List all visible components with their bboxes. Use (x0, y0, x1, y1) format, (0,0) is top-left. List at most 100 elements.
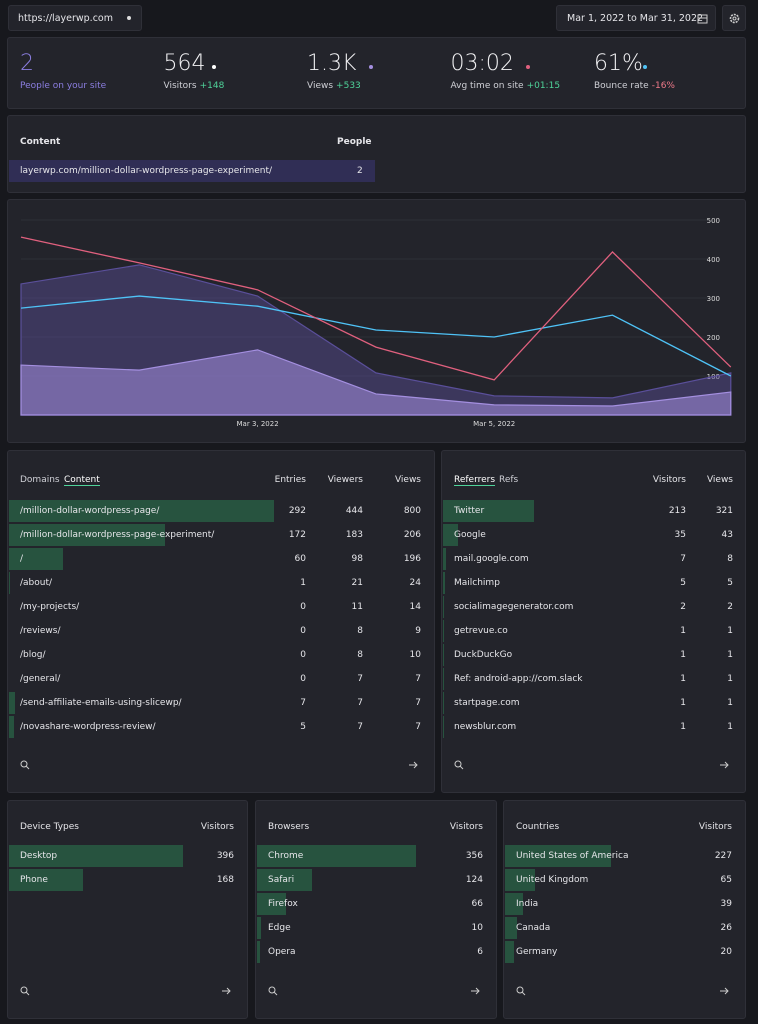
live-row[interactable]: layerwp.com/million-dollar-wordpress-pag… (9, 160, 375, 182)
cell: 9 (415, 626, 421, 636)
cell: 7 (415, 722, 421, 732)
search-icon[interactable] (516, 986, 526, 996)
search-glyph (521, 991, 526, 996)
page-url: layerwp.com/million-dollar-wordpress-pag… (20, 166, 273, 176)
row-label[interactable]: getrevue.co (454, 626, 508, 636)
next-arrow[interactable] (719, 760, 729, 770)
row-label[interactable]: Opera (268, 947, 296, 957)
row-label[interactable]: /about/ (20, 578, 53, 588)
tab[interactable]: Content (64, 475, 100, 486)
next-arrow[interactable] (408, 760, 418, 770)
column-header: Visitors (200, 822, 234, 832)
x-tick-label: Mar 5, 2022 (473, 420, 515, 428)
stat-dot (212, 65, 216, 69)
x-tick-label: Mar 3, 2022 (237, 420, 279, 428)
row-label[interactable]: /my-projects/ (20, 602, 80, 612)
stat-label: Visitors (163, 81, 197, 91)
row-label[interactable]: /blog/ (20, 650, 46, 660)
arrow-glyph (222, 987, 231, 995)
url-select[interactable]: https://layerwp.com (8, 5, 142, 31)
row-label[interactable]: Chrome (268, 851, 304, 861)
bar (443, 596, 444, 618)
header: Content (20, 137, 61, 147)
cell: 213 (668, 506, 686, 516)
cell: 206 (403, 530, 421, 540)
stat-label: People on your site (20, 81, 107, 91)
row-label[interactable]: startpage.com (454, 698, 520, 708)
row-label[interactable]: / (20, 554, 24, 564)
cell: 6 (477, 947, 483, 957)
row-label[interactable]: mail.google.com (454, 554, 529, 564)
cell: 5 (680, 578, 686, 588)
row-label[interactable]: Ref: android-app://com.slack (454, 674, 583, 684)
row-label[interactable]: United States of America (516, 851, 629, 861)
search-glyph (25, 765, 30, 770)
row-label[interactable]: newsblur.com (454, 722, 517, 732)
search-glyph (454, 760, 462, 768)
cell: 8 (357, 650, 363, 660)
bar (9, 845, 183, 867)
search-icon[interactable] (454, 760, 464, 770)
row-label[interactable]: Safari (268, 875, 295, 885)
row-label[interactable]: India (516, 899, 539, 909)
search-icon[interactable] (20, 986, 30, 996)
row-label[interactable]: Edge (268, 923, 291, 933)
next-arrow[interactable] (470, 986, 480, 996)
row-label[interactable]: /general/ (20, 674, 61, 684)
bar (257, 917, 262, 939)
settings-button[interactable] (722, 5, 746, 31)
row-label[interactable]: Twitter (454, 506, 485, 516)
row-label[interactable]: Firefox (268, 899, 298, 909)
cell: 5 (727, 578, 733, 588)
arrow-glyph (720, 761, 729, 769)
search-glyph (25, 991, 30, 996)
next-arrow[interactable] (719, 986, 729, 996)
row-label[interactable]: /send-affiliate-emails-using-slicewp/ (20, 698, 182, 708)
stat-change: +01:15 (526, 81, 561, 91)
row-label[interactable]: Desktop (20, 851, 58, 861)
row-label[interactable]: /million-dollar-wordpress-page/ (20, 506, 160, 516)
stat-dot (526, 65, 530, 69)
stat-label-line: Bounce rate -16% (594, 81, 675, 91)
arrow-glyph (471, 987, 480, 995)
row-label[interactable]: United Kingdom (516, 875, 589, 885)
row-label[interactable]: Google (454, 530, 486, 540)
column-header: Views (706, 475, 733, 485)
search-icon[interactable] (20, 760, 30, 770)
row-label[interactable]: /novashare-wordpress-review/ (20, 722, 156, 732)
cell: 60 (294, 554, 306, 564)
y-tick-label: 400 (707, 256, 720, 264)
stat-label-line: People on your site (20, 81, 106, 91)
bar (505, 845, 611, 867)
cell: 98 (351, 554, 363, 564)
row-label[interactable]: Canada (516, 923, 551, 933)
row-label[interactable]: /reviews/ (20, 626, 61, 636)
row-label[interactable]: Mailchimp (454, 578, 500, 588)
panel-title: Device Types (20, 822, 80, 832)
row-label[interactable]: Phone (20, 875, 48, 885)
next-arrow[interactable] (221, 986, 231, 996)
cell: 800 (403, 506, 421, 516)
tab[interactable]: Domains (20, 475, 60, 485)
pages-panel: Domains Content Entries Viewers Views/millio… (7, 450, 435, 793)
row-label[interactable]: Germany (516, 947, 558, 957)
line (20, 295, 732, 377)
column-header: Visitors (449, 822, 483, 832)
cell: 2 (727, 602, 733, 612)
tab[interactable]: Referrers (454, 475, 496, 486)
cell: 2 (680, 602, 686, 612)
bar (257, 893, 287, 915)
bar (443, 572, 446, 594)
row-label[interactable]: DuckDuckGo (454, 650, 513, 660)
search-glyph (268, 986, 276, 994)
row-label[interactable]: /million-dollar-wordpress-page-experimen… (20, 530, 215, 540)
arrow-glyph (409, 761, 418, 769)
row-label[interactable]: socialimagegenerator.com (454, 602, 574, 612)
cell: 7 (357, 674, 363, 684)
search-icon[interactable] (268, 986, 278, 996)
cell: 124 (465, 875, 483, 885)
date-picker[interactable]: Mar 1, 2022 to Mar 31, 2022 (556, 5, 716, 31)
tab[interactable]: Refs (499, 475, 519, 485)
stat-value: 564 (163, 51, 206, 76)
